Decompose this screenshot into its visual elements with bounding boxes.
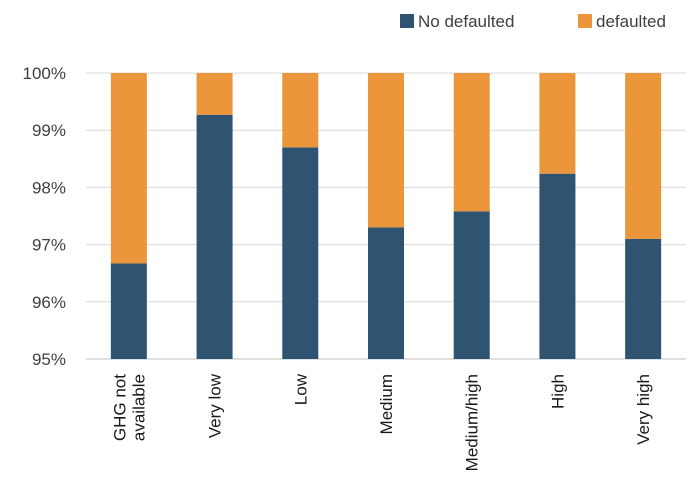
- y-tick-label: 97%: [32, 236, 66, 255]
- bar-no-defaulted: [539, 173, 576, 359]
- bar-defaulted: [110, 73, 147, 264]
- legend-label-defaulted: defaulted: [596, 12, 666, 31]
- legend-swatch-no-defaulted: [400, 14, 414, 28]
- x-category-label: GHG not: [110, 374, 129, 441]
- x-category-label: available: [129, 374, 148, 441]
- y-tick-label: 95%: [32, 350, 66, 369]
- bar-defaulted: [625, 73, 662, 239]
- bar-no-defaulted: [453, 211, 490, 359]
- bar-defaulted: [282, 73, 319, 148]
- bar-no-defaulted: [625, 238, 662, 359]
- x-axis-category-labels: GHG not available Very low Low Medium Medium/…: [110, 373, 653, 471]
- x-category-label: Medium: [377, 374, 396, 434]
- x-category-label: High: [548, 374, 567, 409]
- legend: No defaulted defaulted: [400, 12, 666, 31]
- y-tick-label: 100%: [23, 64, 66, 83]
- bar-no-defaulted: [368, 227, 404, 359]
- legend-label-no-defaulted: No defaulted: [418, 12, 514, 31]
- y-tick-label: 98%: [32, 178, 66, 197]
- legend-swatch-defaulted: [578, 14, 592, 28]
- x-category-label: Low: [291, 373, 310, 405]
- bar-defaulted: [196, 73, 233, 115]
- y-axis-tick-labels: 95% 96% 97% 98% 99% 100%: [23, 64, 66, 369]
- bar-no-defaulted: [110, 263, 147, 359]
- bar-no-defaulted: [282, 147, 319, 359]
- x-category-label: Medium/high: [463, 374, 482, 471]
- x-category-label: Very low: [206, 373, 225, 438]
- bar-no-defaulted: [196, 114, 233, 359]
- bar-defaulted: [368, 73, 404, 228]
- bars: [110, 73, 662, 359]
- y-tick-label: 96%: [32, 293, 66, 312]
- bar-defaulted: [453, 73, 490, 212]
- x-category-label: Very high: [634, 374, 653, 445]
- y-tick-label: 99%: [32, 121, 66, 140]
- bar-defaulted: [539, 73, 576, 174]
